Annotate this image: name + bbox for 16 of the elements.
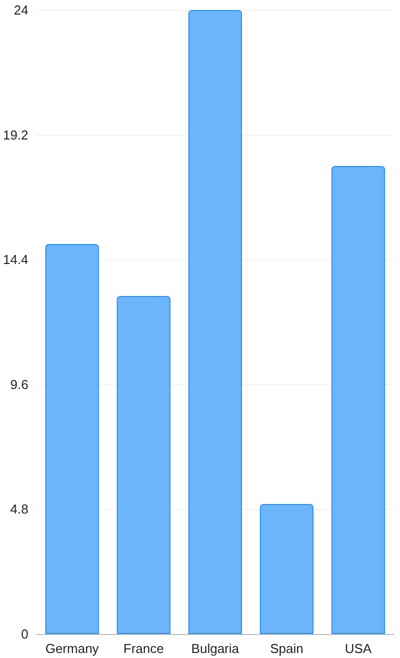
y-tick-label: 4.8	[10, 502, 28, 517]
x-tick-label: Bulgaria	[191, 641, 240, 656]
bar	[331, 166, 386, 634]
y-tick-label: 19.2	[2, 127, 28, 142]
y-tick-label: 14.4	[2, 252, 28, 268]
x-tick-label: Spain	[270, 641, 304, 656]
x-tick-label: Germany	[45, 641, 100, 656]
y-tick-label: 24	[14, 2, 28, 18]
y-tick-label: 9.6	[10, 376, 28, 392]
bar	[188, 10, 242, 634]
bar	[45, 244, 99, 634]
y-tick-label: 0	[21, 626, 28, 642]
bar	[116, 296, 170, 634]
x-tick-label: France	[123, 641, 164, 656]
x-tick-label: USA	[344, 641, 372, 656]
bar	[260, 504, 314, 634]
